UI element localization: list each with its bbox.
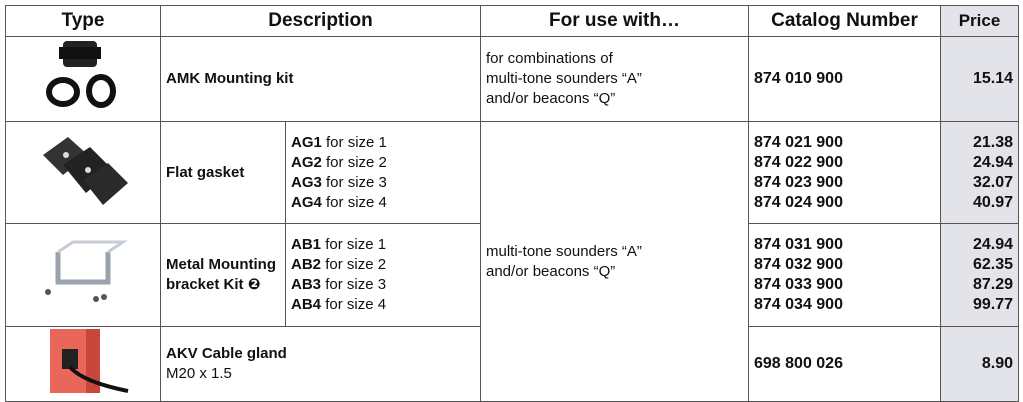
- use-line: for combinations of: [486, 50, 613, 67]
- size-text: for size 4: [325, 296, 387, 313]
- description-cell: AKV Cable gland M20 x 1.5: [160, 326, 481, 402]
- catalog-number: 874 024 900: [754, 193, 843, 211]
- image-cell: [5, 326, 161, 402]
- size: AB3 for size 3: [291, 275, 475, 295]
- size-text: for size 3: [325, 276, 387, 293]
- size-code: AG2: [291, 153, 322, 171]
- price: 40.97: [972, 193, 1013, 211]
- price-cell: 15.14: [940, 36, 1019, 122]
- catalog-cell: 874 031 900 874 032 900 874 033 900 874 …: [748, 223, 941, 327]
- catalog-number: 874 010 900: [754, 70, 843, 87]
- use-cell: multi-tone sounders “A” and/or beacons “…: [480, 121, 749, 402]
- header-cell: For use with…: [480, 5, 749, 37]
- size: AB1 for size 1: [291, 235, 475, 255]
- row: AKV Cable gland M20 x 1.5 698 800 026 8.…: [5, 326, 1019, 402]
- sizes-cell: AB1 for size 1 AB2 for size 2 AB3 for si…: [285, 223, 481, 327]
- price: 21.38: [972, 133, 1013, 151]
- size-code: AG1: [291, 133, 322, 151]
- row: Metal Mounting bracket Kit ❷ AB1 for siz…: [5, 223, 1019, 327]
- size-code: AB3: [291, 276, 322, 293]
- catalog-number: 874 033 900: [754, 276, 843, 293]
- price: 62.35: [972, 256, 1013, 273]
- size-text: for size 1: [325, 236, 387, 253]
- catalog-cell: 874 021 900 874 022 900 874 023 900 874 …: [748, 121, 941, 224]
- use-cell: for combinations of multi-tone sounders …: [480, 36, 749, 122]
- size: AG4 for size 4: [291, 193, 475, 213]
- price-cell: 8.90: [940, 326, 1019, 402]
- size: AG3 for size 3: [291, 173, 475, 193]
- header-cell: Catalog Number: [748, 5, 941, 37]
- catalog-number: 874 031 900: [754, 236, 843, 253]
- description: Flat gasket: [160, 121, 286, 224]
- product-table: Type Description For use with… Catalog N…: [5, 5, 1019, 402]
- catalog-number: 874 032 900: [754, 256, 843, 273]
- size: AB4 for size 4: [291, 295, 475, 315]
- size-code: AB4: [291, 296, 322, 313]
- description: AKV Cable gland: [166, 345, 287, 362]
- size-code: AB2: [291, 256, 322, 273]
- catalog-cell: 698 800 026: [748, 326, 941, 402]
- catalog-number: 874 021 900: [754, 133, 843, 151]
- price: 8.90: [981, 355, 1013, 372]
- price-cell: 24.94 62.35 87.29 99.77: [940, 223, 1019, 327]
- product-image: [45, 240, 128, 302]
- price: 32.07: [972, 173, 1013, 191]
- image-cell: [5, 121, 161, 224]
- row: AMK Mounting kit for combinations of mul…: [5, 36, 1019, 122]
- image-cell: [5, 223, 161, 327]
- catalog-number: 698 800 026: [754, 355, 843, 372]
- sizes-cell: AG1 for size 1 AG2 for size 2 AG3 for si…: [285, 121, 481, 224]
- size-code: AB1: [291, 236, 322, 253]
- header-cell: Type: [5, 5, 161, 37]
- size-text: for size 1: [326, 133, 387, 151]
- image-cell: [5, 36, 161, 122]
- use-line: and/or beacons “Q”: [486, 262, 616, 280]
- size-text: for size 2: [325, 256, 387, 273]
- header-row: Type Description For use with… Catalog N…: [5, 5, 1019, 37]
- product-image: [50, 329, 129, 393]
- size-code: AG3: [291, 173, 322, 191]
- price: 87.29: [972, 276, 1013, 293]
- size-text: for size 2: [326, 153, 387, 171]
- size: AG1 for size 1: [291, 133, 475, 153]
- row: Flat gasket AG1 for size 1 AG2 for size …: [5, 121, 1019, 402]
- use-line: multi-tone sounders “A”: [486, 70, 642, 87]
- price: 99.77: [972, 296, 1013, 313]
- catalog-number: 874 034 900: [754, 296, 843, 313]
- catalog-number: 874 023 900: [754, 173, 843, 191]
- header-cell: Description: [160, 5, 481, 37]
- use-line: multi-tone sounders “A”: [486, 242, 642, 260]
- catalog-number: 874 022 900: [754, 153, 843, 171]
- price: 24.94: [972, 153, 1013, 171]
- price-cell: 21.38 24.94 32.07 40.97: [940, 121, 1019, 224]
- catalog-cell: 874 010 900: [748, 36, 941, 122]
- description: AMK Mounting kit: [160, 36, 481, 122]
- size: AB2 for size 2: [291, 255, 475, 275]
- header-cell: Price: [940, 5, 1019, 37]
- description-detail: M20 x 1.5: [166, 365, 232, 382]
- size-text: for size 4: [326, 193, 387, 211]
- size-text: for size 3: [326, 173, 387, 191]
- product-image: [43, 136, 128, 205]
- price: 15.14: [972, 70, 1013, 87]
- use-line: and/or beacons “Q”: [486, 90, 616, 107]
- description: Metal Mounting bracket Kit ❷: [160, 223, 286, 327]
- size: AG2 for size 2: [291, 153, 475, 173]
- price: 24.94: [972, 236, 1013, 253]
- size-code: AG4: [291, 193, 322, 211]
- product-image: [46, 41, 116, 108]
